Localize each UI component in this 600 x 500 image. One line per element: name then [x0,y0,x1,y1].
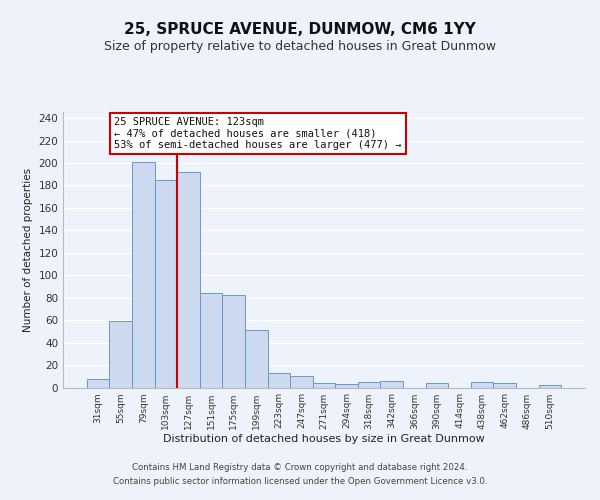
Bar [200,293,223,388]
Bar [132,162,155,388]
Bar [155,180,177,388]
Y-axis label: Number of detached properties: Number of detached properties [23,168,33,332]
Text: Size of property relative to detached houses in Great Dunmow: Size of property relative to detached ho… [104,40,496,53]
Bar [177,172,200,388]
Bar [223,296,245,388]
Text: 25 SPRUCE AVENUE: 123sqm
← 47% of detached houses are smaller (418)
53% of semi-: 25 SPRUCE AVENUE: 123sqm ← 47% of detach… [114,117,402,150]
Bar [290,376,313,388]
Bar [335,384,358,388]
Text: Contains public sector information licensed under the Open Government Licence v3: Contains public sector information licen… [113,477,487,486]
Bar [268,373,290,388]
Bar [245,330,268,388]
Text: Contains HM Land Registry data © Crown copyright and database right 2024.: Contains HM Land Registry data © Crown c… [132,464,468,472]
Bar [539,386,561,388]
Bar [493,383,516,388]
Bar [313,383,335,388]
Bar [87,378,109,388]
X-axis label: Distribution of detached houses by size in Great Dunmow: Distribution of detached houses by size … [163,434,485,444]
Bar [358,382,380,388]
Bar [425,383,448,388]
Text: 25, SPRUCE AVENUE, DUNMOW, CM6 1YY: 25, SPRUCE AVENUE, DUNMOW, CM6 1YY [124,22,476,38]
Bar [471,382,493,388]
Bar [109,322,132,388]
Bar [380,381,403,388]
